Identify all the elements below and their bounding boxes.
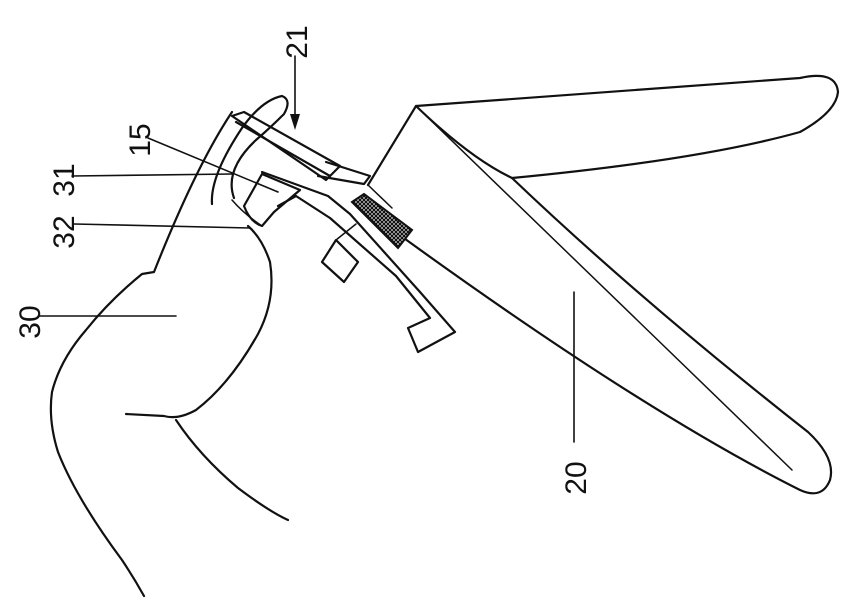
label-31: 31 bbox=[48, 163, 81, 196]
label-30: 30 bbox=[14, 305, 47, 338]
label-32: 32 bbox=[48, 215, 81, 248]
label-15: 15 bbox=[124, 123, 157, 156]
user-hand bbox=[51, 112, 288, 596]
label-20: 20 bbox=[560, 461, 593, 494]
speculum-blades bbox=[368, 76, 838, 493]
grip-band bbox=[352, 194, 412, 248]
label-21: 21 bbox=[281, 25, 314, 58]
leader-lines bbox=[40, 138, 574, 442]
actuator-arrow bbox=[290, 56, 300, 130]
